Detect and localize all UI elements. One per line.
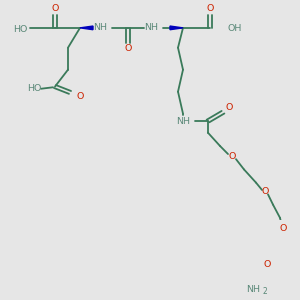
Polygon shape [80, 26, 93, 30]
Text: O: O [228, 152, 236, 161]
Text: NH: NH [176, 116, 190, 125]
Polygon shape [170, 26, 183, 30]
Text: NH: NH [246, 285, 260, 294]
Text: O: O [263, 260, 271, 269]
Text: O: O [76, 92, 84, 101]
Text: O: O [124, 44, 132, 53]
Text: 2: 2 [262, 287, 267, 296]
Text: O: O [279, 224, 287, 232]
Text: O: O [51, 4, 59, 13]
Text: NH: NH [93, 22, 107, 32]
Text: HO: HO [14, 25, 28, 34]
Text: OH: OH [228, 24, 242, 33]
Text: O: O [261, 187, 269, 196]
Text: HO: HO [27, 84, 41, 93]
Text: NH: NH [144, 22, 158, 32]
Text: O: O [225, 103, 233, 112]
Text: O: O [206, 4, 214, 13]
